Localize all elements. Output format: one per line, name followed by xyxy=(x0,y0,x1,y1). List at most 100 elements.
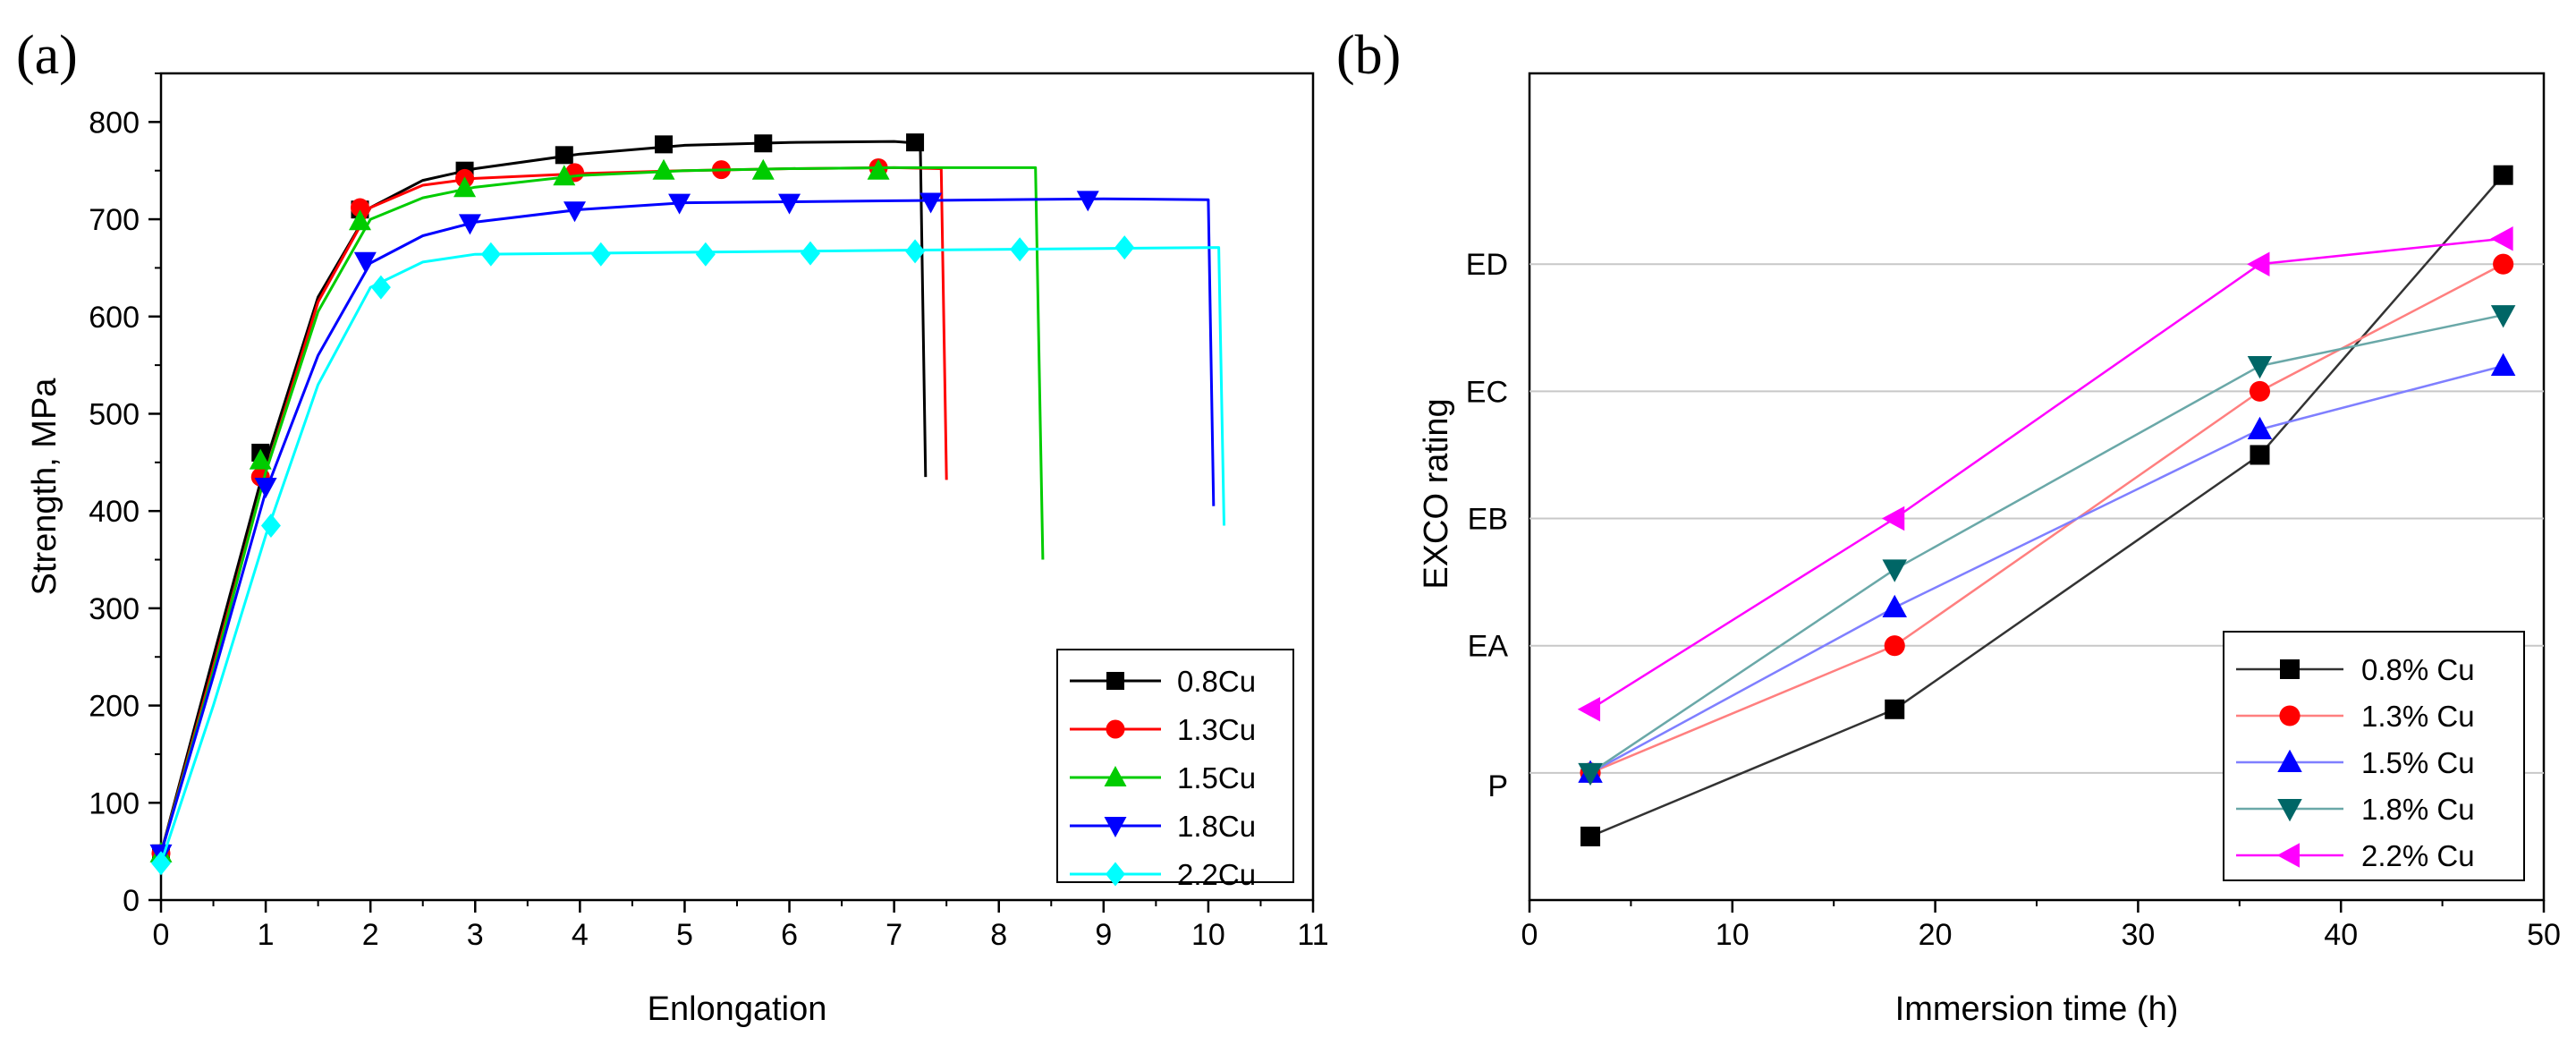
data-point xyxy=(370,275,391,300)
panel-b-legend-entries: 0.8% Cu 1.3% Cu 1.5% Cu 1.8% Cu 2.2% Cu xyxy=(2236,653,2475,872)
y-tick-label: 0 xyxy=(123,884,140,918)
legend-entry: 1.8Cu xyxy=(1070,810,1256,843)
legend-marker xyxy=(2279,705,2301,726)
legend-entry: 0.8% Cu xyxy=(2236,653,2475,686)
data-point xyxy=(254,478,277,498)
panel-a-axis-ticks: 0 1 2 3 4 5 6 7 8 9 10 11 0 100 200 300 400 500 600 700 800 xyxy=(89,72,1329,952)
series-line xyxy=(1589,364,2504,774)
data-point xyxy=(2493,165,2513,185)
panel-b-series-group xyxy=(1577,165,2516,846)
legend-entry: 1.8% Cu xyxy=(2236,793,2475,826)
legend-marker xyxy=(2276,843,2300,868)
legend-label: 1.8Cu xyxy=(1177,810,1256,843)
data-point xyxy=(151,851,171,876)
data-point xyxy=(2249,380,2271,402)
data-point xyxy=(695,242,716,267)
data-point xyxy=(564,201,587,223)
data-point xyxy=(2247,416,2273,440)
data-point xyxy=(867,158,890,180)
panel-a-legend-box xyxy=(1056,649,1294,883)
legend-label: 0.8Cu xyxy=(1177,665,1256,698)
series-1.3Cu xyxy=(151,157,948,863)
data-point xyxy=(2490,305,2516,328)
data-point xyxy=(1577,697,1601,722)
panel-a: (a) 0 1 2 3 4 5 6 7 8 9 10 11 0 100 200 300 400 500 600 700… xyxy=(16,25,1329,1028)
legend-label: 2.2% Cu xyxy=(2361,839,2475,872)
series-line xyxy=(159,166,1045,854)
y-tick-label: 400 xyxy=(89,495,140,529)
data-point xyxy=(2247,251,2270,276)
y-tick-label: P xyxy=(1487,769,1508,803)
series-1.5% Cu xyxy=(1578,353,2516,783)
data-point xyxy=(1884,635,1905,657)
x-tick-label: 30 xyxy=(2121,918,2155,952)
y-tick-label: 600 xyxy=(89,301,140,335)
y-tick-label: 200 xyxy=(89,690,140,724)
legend-label: 0.8% Cu xyxy=(2361,653,2475,686)
panel-a-label: (a) xyxy=(16,25,78,86)
panel-b-legend-box xyxy=(2223,631,2525,881)
legend-marker xyxy=(1106,719,1125,739)
x-tick-label: 3 xyxy=(467,918,484,952)
x-tick-label: 10 xyxy=(1716,918,1750,952)
legend-marker xyxy=(1106,672,1124,690)
data-point xyxy=(668,193,691,215)
data-point xyxy=(350,198,369,217)
data-point xyxy=(353,251,377,273)
panel-b-label: (b) xyxy=(1336,25,1401,86)
series-line xyxy=(159,166,948,854)
legend-label: 1.8% Cu xyxy=(2361,793,2475,826)
x-tick-label: 2 xyxy=(362,918,379,952)
x-tick-label: 8 xyxy=(990,918,1007,952)
series-1.8Cu xyxy=(149,191,1216,865)
data-point xyxy=(480,242,501,267)
panel-a-x-axis-title: Enlongation xyxy=(648,990,827,1028)
data-point xyxy=(2247,355,2273,379)
legend-entry: 2.2% Cu xyxy=(2236,839,2475,872)
legend-entry: 1.3% Cu xyxy=(2236,700,2475,733)
panel-a-series-group xyxy=(149,133,1225,876)
legend-marker xyxy=(1104,766,1127,786)
data-point xyxy=(1114,235,1135,260)
x-tick-label: 0 xyxy=(153,918,170,952)
data-point xyxy=(453,176,477,198)
legend-marker xyxy=(2280,659,2300,679)
x-tick-label: 7 xyxy=(886,918,902,952)
data-point xyxy=(260,513,281,538)
y-tick-label: EC xyxy=(1466,375,1508,409)
data-point xyxy=(2490,226,2513,251)
legend-label: 1.5% Cu xyxy=(2361,746,2475,779)
data-point xyxy=(1881,506,1905,531)
x-tick-label: 9 xyxy=(1095,918,1112,952)
series-0.8% Cu xyxy=(1580,165,2513,846)
data-point xyxy=(906,133,925,152)
data-point xyxy=(1882,559,1907,582)
legend-marker xyxy=(1106,862,1125,887)
y-tick-label: 100 xyxy=(89,786,140,820)
legend-entry: 1.3Cu xyxy=(1070,713,1256,746)
legend-entry: 1.5% Cu xyxy=(2236,746,2475,779)
x-tick-label: 40 xyxy=(2324,918,2358,952)
series-line xyxy=(159,246,1225,864)
legend-entry: 0.8Cu xyxy=(1070,665,1256,698)
data-point xyxy=(1882,594,1907,618)
data-point xyxy=(348,209,371,231)
data-point xyxy=(249,448,272,470)
data-point xyxy=(1076,191,1099,212)
series-line xyxy=(1589,174,2504,838)
x-tick-label: 6 xyxy=(781,918,798,952)
x-tick-label: 50 xyxy=(2527,918,2561,952)
legend-label: 1.3% Cu xyxy=(2361,700,2475,733)
series-2.2Cu xyxy=(151,235,1225,876)
y-tick-label: ED xyxy=(1466,248,1508,282)
data-point xyxy=(800,241,820,266)
legend-label: 2.2Cu xyxy=(1177,858,1256,891)
legend-label: 1.5Cu xyxy=(1177,761,1256,794)
legend-marker xyxy=(2277,749,2302,772)
x-tick-label: 20 xyxy=(1919,918,1953,952)
y-tick-label: 300 xyxy=(89,592,140,626)
data-point xyxy=(754,134,773,153)
series-1.5Cu xyxy=(149,158,1045,862)
data-point xyxy=(2490,353,2516,376)
